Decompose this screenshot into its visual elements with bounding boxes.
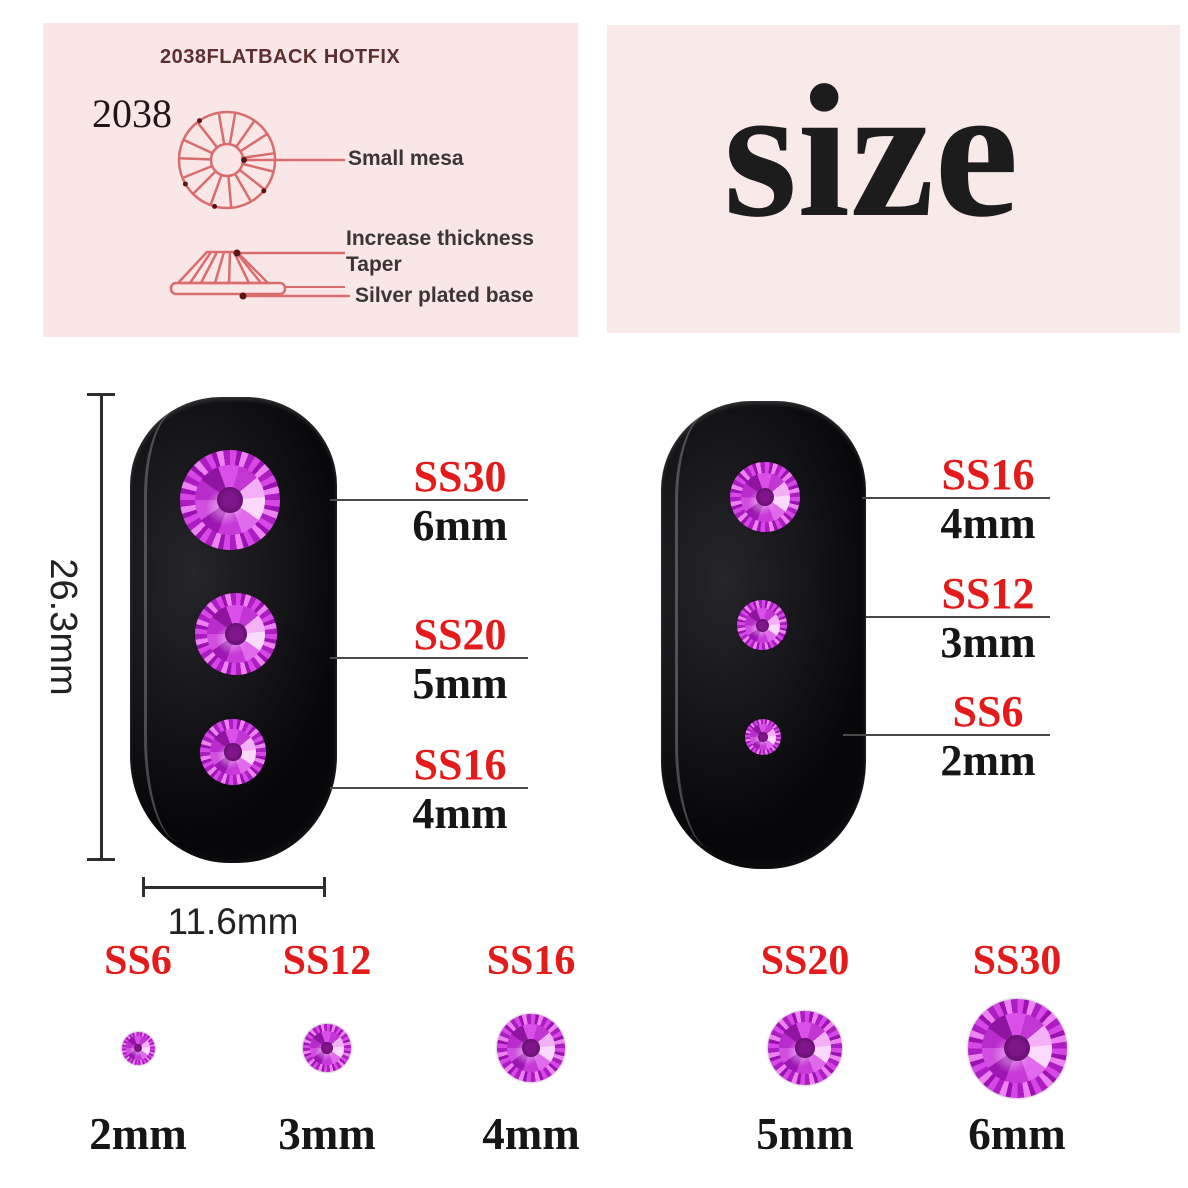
nail-height-label: 26.3mm	[42, 558, 84, 696]
rhinestone-gem-ss6	[121, 1031, 155, 1065]
rhinestone-ss30-on-nail	[180, 450, 280, 550]
size-chart-item-ss6: SS6 2mm	[53, 940, 223, 1175]
rhinestone-gem-ss30	[967, 998, 1067, 1098]
size-chart-item-ss20: SS20 5mm	[720, 940, 890, 1175]
gem-slot	[479, 996, 583, 1100]
height-dimension-cap-bottom	[87, 858, 115, 861]
rhinestone-gem-ss16	[497, 1014, 565, 1082]
gem-slot	[753, 996, 857, 1100]
mm-size-label: 4mm	[412, 789, 508, 838]
width-dimension-line	[142, 886, 326, 889]
rhinestone-ss16-on-nail	[730, 462, 800, 532]
leader-line	[866, 616, 1050, 618]
mm-size-label: 5mm	[412, 659, 508, 708]
leader-line	[862, 497, 1050, 499]
rhinestone-ss16-on-nail	[200, 719, 266, 785]
callout-taper: Taper	[346, 253, 402, 276]
ss-size-label: SS16	[413, 740, 507, 789]
rhinestone-gem-ss12	[303, 1024, 351, 1072]
rhinestone-ss20-on-nail	[195, 593, 277, 675]
leader-line	[330, 657, 528, 659]
ss-size-label: SS6	[104, 938, 172, 984]
width-dimension-cap-left	[142, 877, 145, 897]
diagram-dots	[182, 118, 267, 300]
height-dimension-line	[100, 393, 103, 861]
ss-size-label: SS20	[760, 938, 850, 984]
width-dimension-cap-right	[323, 877, 326, 897]
size-chart-item-ss30: SS30 6mm	[932, 940, 1102, 1175]
mm-size-label: 5mm	[756, 1109, 854, 1159]
mm-size-label: 6mm	[412, 501, 508, 550]
ss-size-label: SS6	[952, 687, 1024, 736]
callout-small-mesa: Small mesa	[348, 147, 464, 170]
top-view-diagram	[177, 110, 345, 210]
leader-line	[843, 734, 1050, 736]
gem-slot	[86, 996, 190, 1100]
callout-increase-thickness: Increase thickness	[346, 227, 534, 250]
callout-silver-base: Silver plated base	[355, 284, 534, 307]
mm-size-label: 2mm	[940, 736, 1036, 785]
mm-size-label: 4mm	[940, 499, 1036, 548]
ss-size-label: SS30	[972, 938, 1062, 984]
nail-width-label: 11.6mm	[167, 901, 299, 942]
ss-size-label: SS16	[486, 938, 576, 984]
rhinestone-ss6-on-nail	[745, 719, 781, 755]
ss-size-label: SS12	[282, 938, 372, 984]
mm-size-label: 2mm	[89, 1109, 187, 1159]
leader-line	[330, 787, 528, 789]
size-panel	[607, 25, 1180, 333]
ss-size-label: SS16	[941, 450, 1035, 499]
mm-size-label: 3mm	[940, 618, 1036, 667]
spec-panel	[43, 23, 578, 337]
rhinestone-gem-ss20	[768, 1011, 842, 1085]
spec-panel-title: 2038FLATBACK HOTFIX	[160, 46, 401, 68]
size-chart-item-ss12: SS12 3mm	[242, 940, 412, 1175]
gem-slot	[275, 996, 379, 1100]
ss-size-label: SS30	[413, 452, 507, 501]
spec-model-number: 2038	[92, 91, 172, 136]
ss-size-label: SS20	[413, 610, 507, 659]
mm-size-label: 3mm	[278, 1109, 376, 1159]
mm-size-label: 4mm	[482, 1109, 580, 1159]
rhinestone-ss12-on-nail	[737, 600, 787, 650]
ss-size-label: SS12	[941, 569, 1035, 618]
height-dimension-cap-top	[87, 393, 115, 396]
gem-slot	[965, 996, 1069, 1100]
flatback-diagram	[169, 110, 350, 300]
mm-size-label: 6mm	[968, 1109, 1066, 1159]
side-view-diagram	[169, 250, 350, 298]
size-chart-item-ss16: SS16 4mm	[446, 940, 616, 1175]
size-heading: size	[723, 47, 1019, 257]
leader-line	[330, 499, 528, 501]
